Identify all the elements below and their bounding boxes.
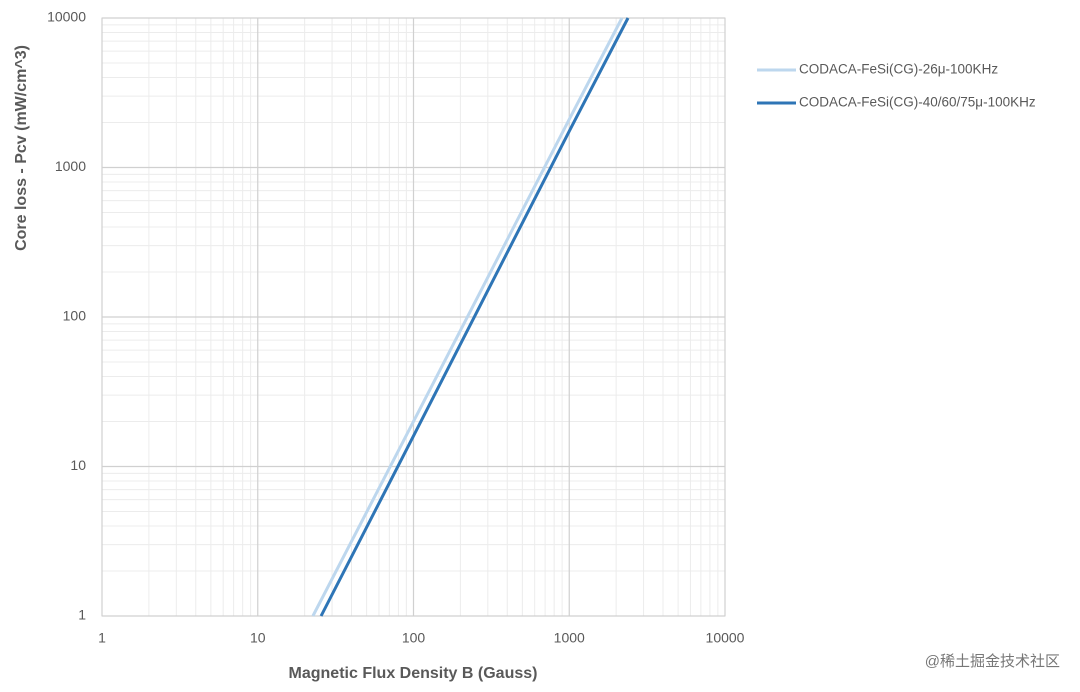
y-tick-label: 1000 [55, 158, 86, 174]
y-tick-label: 10000 [47, 9, 86, 25]
watermark: @稀土掘金技术社区 [925, 653, 1060, 670]
x-tick-label: 10000 [706, 630, 745, 646]
legend-label: CODACA-FeSi(CG)-26μ-100KHz [799, 62, 998, 77]
y-tick-label: 100 [63, 308, 87, 324]
y-tick-label: 10 [70, 457, 86, 473]
x-tick-label: 1 [98, 630, 106, 646]
y-axis-label: Core loss - Pcv (mW/cm^3) [13, 45, 30, 251]
x-tick-label: 1000 [554, 630, 585, 646]
plot-border [101, 17, 726, 617]
x-tick-label: 10 [250, 630, 266, 646]
x-tick-label: 100 [402, 630, 426, 646]
legend-label: CODACA-FeSi(CG)-40/60/75μ-100KHz [799, 95, 1036, 110]
series-line [319, 17, 630, 617]
series-line [311, 17, 624, 617]
x-axis-label: Magnetic Flux Density B (Gauss) [289, 665, 538, 682]
y-tick-label: 1 [78, 607, 86, 623]
